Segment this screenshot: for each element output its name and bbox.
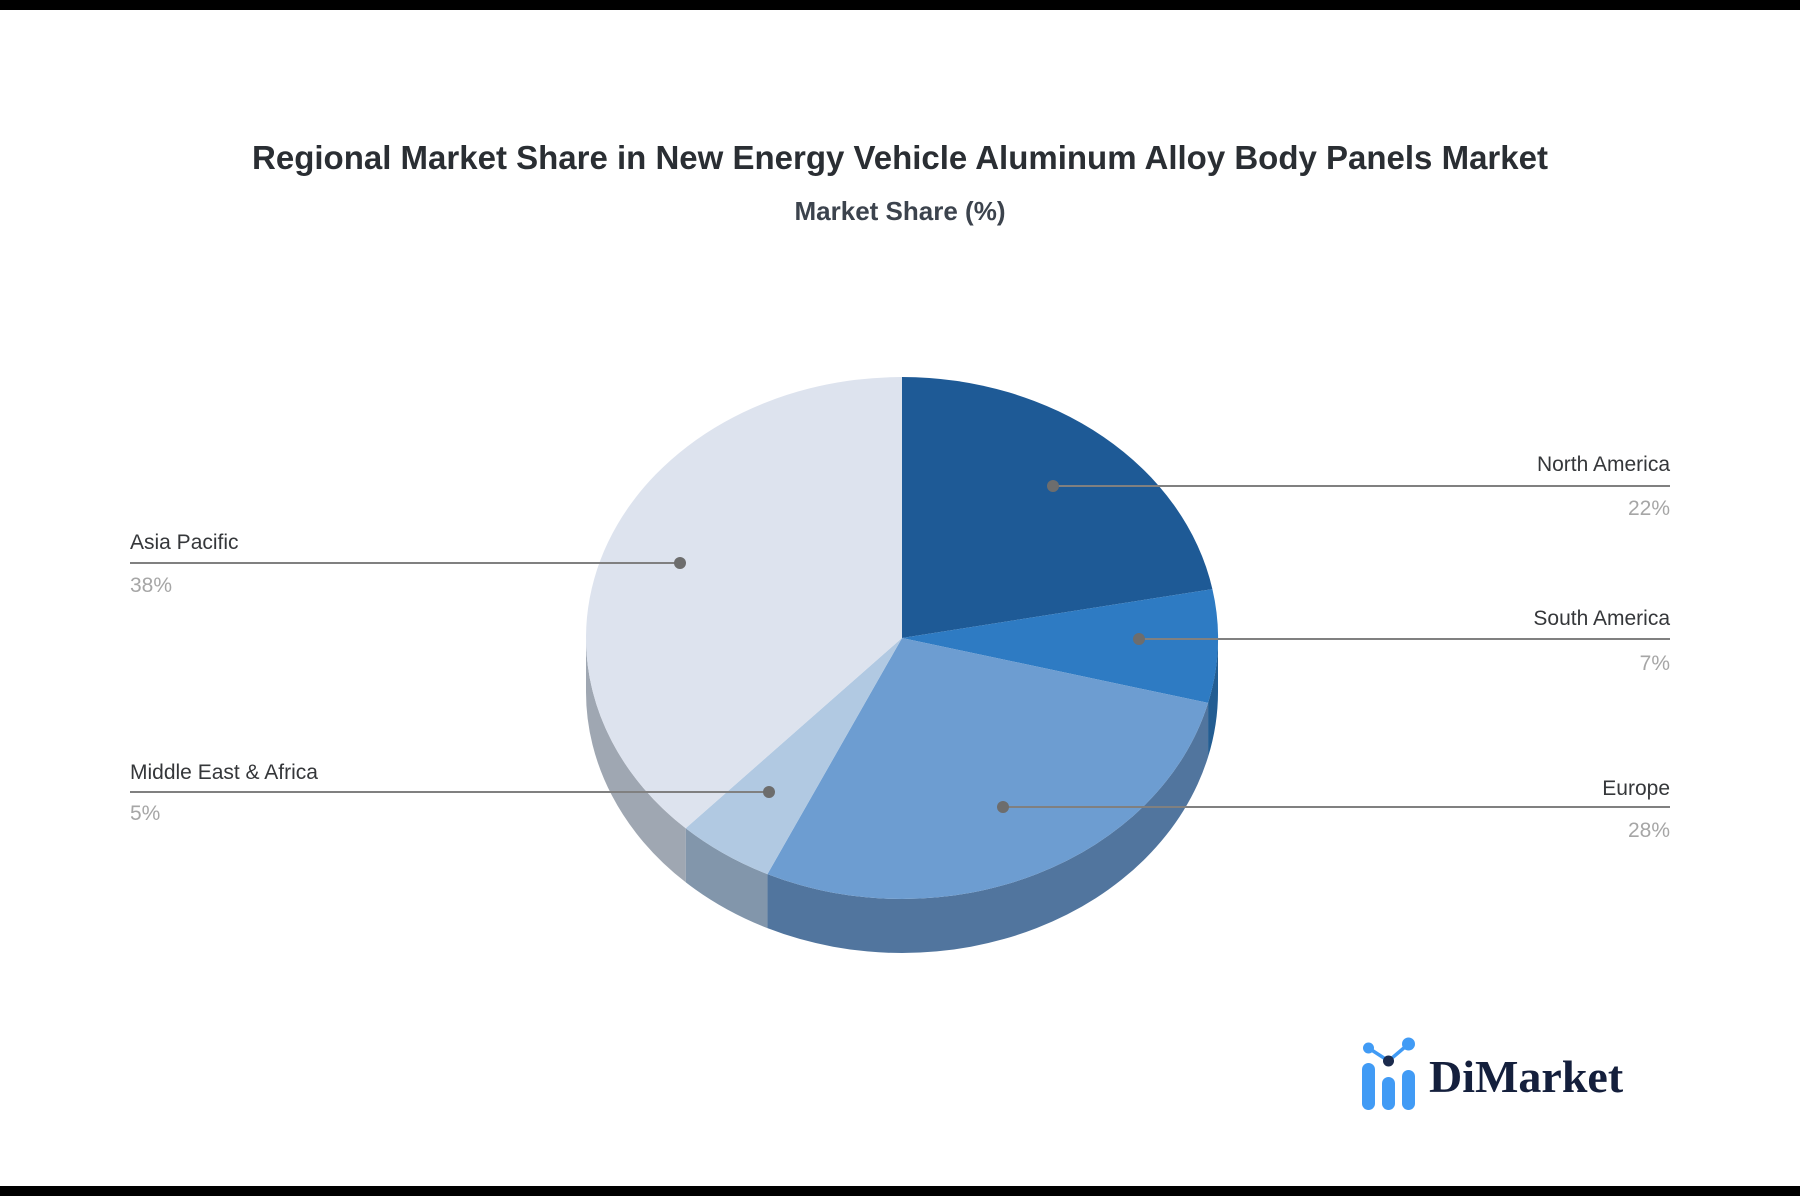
pie-slice-south-america[interactable] <box>902 589 1218 703</box>
callout-dot <box>674 557 686 569</box>
callout-pct-europe: 28% <box>1628 819 1670 842</box>
bottom-border-bar <box>0 1186 1800 1196</box>
callout-europe: Europe 28% <box>997 777 1670 842</box>
callout-north-america: North America 22% <box>1047 453 1670 520</box>
callout-dot <box>1047 480 1059 492</box>
bar-line-chart-icon <box>1362 1037 1415 1110</box>
page-title: Regional Market Share in New Energy Vehi… <box>252 139 1548 176</box>
callout-label-north-america: North America <box>1537 453 1670 476</box>
callout-south-america: South America 7% <box>1133 607 1670 675</box>
chart-subtitle: Market Share (%) <box>795 196 1006 226</box>
callout-dot <box>997 801 1009 813</box>
pie-slice-side-south-america[interactable] <box>1208 638 1218 757</box>
callout-dot <box>1133 633 1145 645</box>
pie-slice-middle-east-africa[interactable] <box>685 638 902 875</box>
callout-pct-middle-east-africa: 5% <box>130 802 160 825</box>
callout-pct-north-america: 22% <box>1628 497 1670 520</box>
callout-asia-pacific: Asia Pacific 38% <box>130 531 686 597</box>
callout-label-middle-east-africa: Middle East & Africa <box>130 761 318 784</box>
callout-label-asia-pacific: Asia Pacific <box>130 531 239 554</box>
pie-slice-side-asia-pacific[interactable] <box>586 638 686 883</box>
callout-label-south-america: South America <box>1533 607 1670 630</box>
pie-slice-europe[interactable] <box>767 638 1209 900</box>
logo-wordmark: DiMarket <box>1429 1051 1624 1102</box>
pie-slice-side-europe[interactable] <box>767 702 1209 954</box>
top-border-bar <box>0 0 1800 10</box>
pie-slice-north-america[interactable] <box>902 377 1213 638</box>
callout-pct-south-america: 7% <box>1640 652 1670 675</box>
callout-dot <box>763 786 775 798</box>
callout-pct-asia-pacific: 38% <box>130 574 172 597</box>
callout-label-europe: Europe <box>1602 777 1670 800</box>
pie-slice-asia-pacific[interactable] <box>585 377 902 829</box>
pie-slice-side-middle-east-africa[interactable] <box>685 828 768 929</box>
dimarket-logo: DiMarket <box>1362 1037 1624 1110</box>
callout-middle-east-africa: Middle East & Africa 5% <box>130 761 775 825</box>
pie-slices <box>585 377 1218 954</box>
